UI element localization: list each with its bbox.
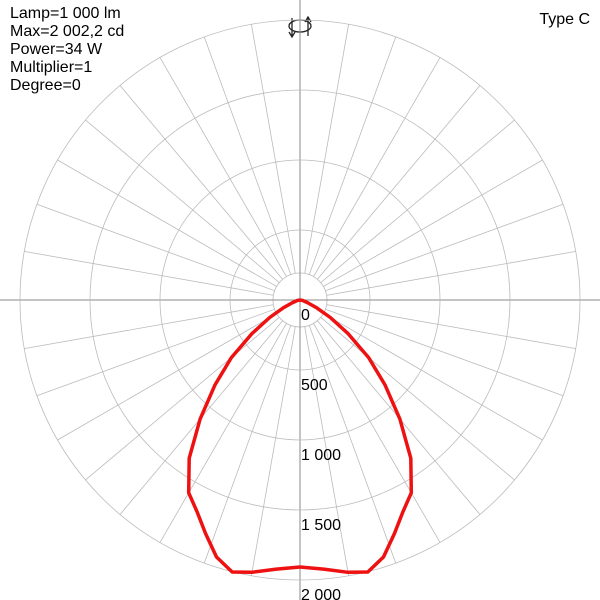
info-line: Max=2 002,2 cd (10, 23, 124, 40)
r-tick-label: 2 000 (301, 587, 341, 600)
grid-ring (89, 89, 511, 511)
r-tick-label: 1 500 (301, 517, 341, 534)
intensity-curve (186, 298, 301, 575)
info-line: Degree=0 (10, 77, 81, 94)
grid-ring (19, 19, 581, 581)
grid-ring (229, 229, 371, 371)
type-label: Type C (539, 11, 590, 28)
info-line: Power=34 W (10, 41, 103, 58)
info-line: Multiplier=1 (10, 59, 92, 76)
grid-ring (159, 159, 441, 441)
info-line: Lamp=1 000 lm (10, 5, 121, 22)
intensity-curve (299, 298, 414, 575)
r-tick-label: 500 (301, 377, 328, 394)
r-tick-label: 0 (301, 307, 310, 324)
r-tick-label: 1 000 (301, 447, 341, 464)
